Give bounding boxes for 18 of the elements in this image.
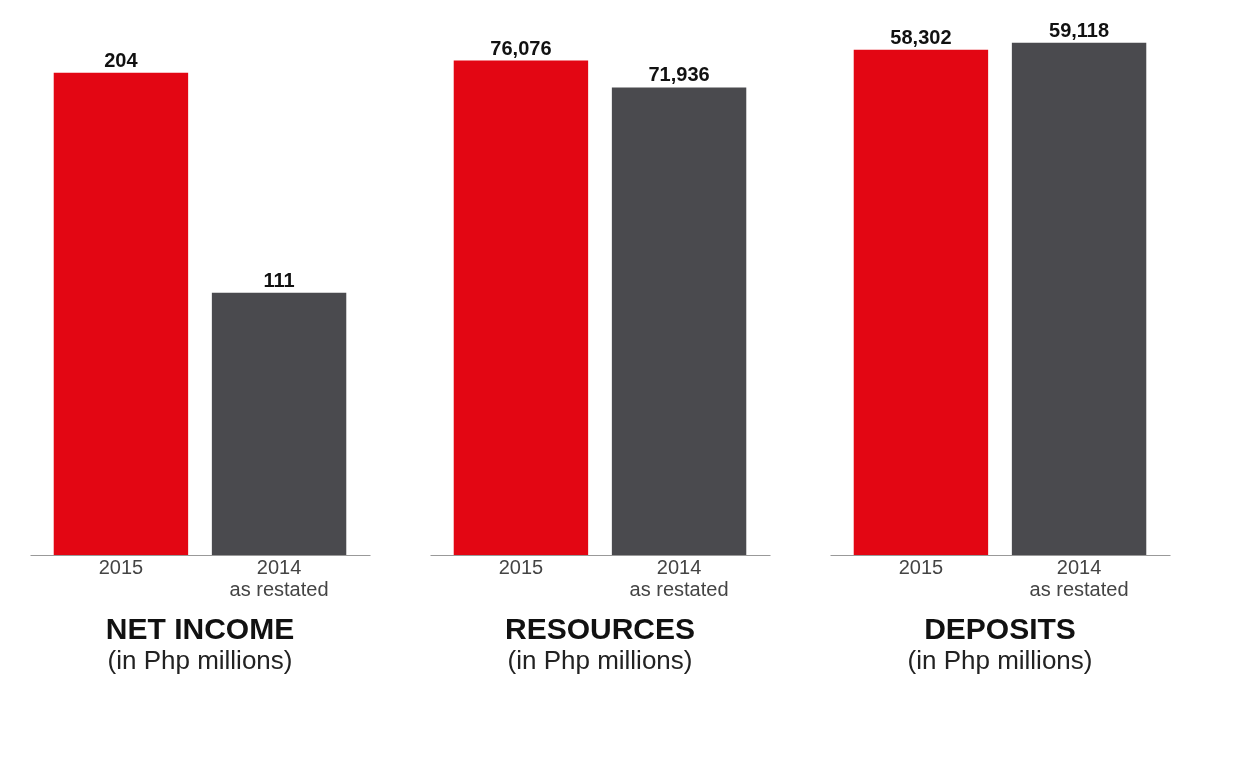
text: RESOURCES [504,612,696,645]
text: NET INCOME [105,612,295,645]
data-label: 76,076 [490,36,552,59]
x-tick-label: 2014 as restated [629,555,729,600]
text: DEPOSITS [924,612,1076,645]
x-tick-label: 2015 [98,555,144,578]
text: (in Php millions) [107,645,293,675]
text: (in Php millions) [907,645,1093,675]
text: (in Php millions) [507,645,693,675]
x-tick-label: 2015 [898,555,944,578]
data-label: 59,118 [1049,18,1110,41]
x-tick-label: 2014 as restated [1029,555,1129,600]
data-label: 58,302 [890,25,952,48]
data-label: 111 [263,268,295,291]
x-tick-label: 2014 as restated [229,555,329,600]
x-tick-label: 2015 [498,555,544,578]
data-label: 204 [104,48,139,71]
data-label: 71,936 [648,63,710,86]
